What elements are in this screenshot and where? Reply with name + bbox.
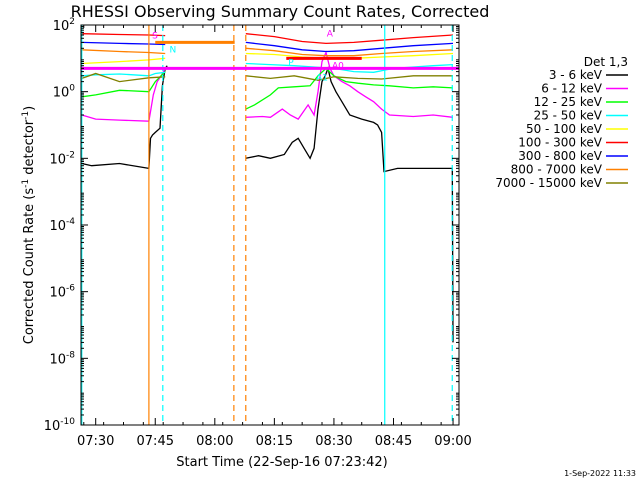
x-axis-ticks: 07:30 07:45 08:00 08:15 08:30 08:45 09:00: [77, 25, 472, 449]
series-line-300-800-kev: [81, 41, 454, 53]
legend-label-12-25-kev: 12 - 25 keV: [534, 95, 603, 109]
legend-label-7000-15000-kev: 7000 - 15000 keV: [495, 176, 602, 190]
x-tick-label-1: 07:45: [137, 434, 174, 449]
legend-label-100-300-kev: 100 - 300 keV: [518, 136, 602, 150]
series-line-100-300-kev: [81, 33, 454, 45]
vertical-marker-layer: [81, 25, 453, 425]
legend-label-800-7000-kev: 800 - 7000 keV: [511, 163, 603, 177]
series-line-12-25-kev: [81, 67, 454, 110]
series-line-3-6-kev: [81, 65, 454, 343]
y-tick-label-5: 10-8: [49, 350, 75, 367]
legend-label-25-50-kev: 25 - 50 keV: [534, 109, 603, 123]
legend-label-6-12-kev: 6 - 12 keV: [541, 82, 603, 96]
y-axis-label: Corrected Count Rate (s-1 detector-1): [21, 106, 37, 344]
legend-label-300-800-kev: 300 - 800 keV: [518, 149, 602, 163]
legend-label-50-100-kev: 50 - 100 keV: [526, 122, 603, 136]
y-axis-label-sup2: -1: [21, 111, 31, 120]
annotation-label-4: A0: [332, 61, 344, 71]
x-tick-label-2: 08:00: [196, 434, 233, 449]
annotation-label-0: N: [170, 45, 177, 55]
annotation-label-5: P: [288, 59, 294, 69]
y-axis-label-mid: detector: [22, 119, 37, 179]
x-tick-label-4: 08:30: [315, 434, 352, 449]
y-axis-label-main: Corrected Count Rate (s: [22, 188, 37, 345]
y-tick-label-1: 100: [53, 84, 76, 101]
annotation-layer: N S A A1 A0 P: [152, 30, 344, 84]
legend-label-3-6-kev: 3 - 6 keV: [549, 68, 603, 82]
plot-frame: [80, 24, 460, 426]
y-axis-label-end: ): [22, 106, 37, 111]
x-tick-label-3: 08:15: [256, 434, 293, 449]
x-tick-label-0: 07:30: [77, 434, 114, 449]
series-line-800-7000-kev: [81, 47, 454, 57]
annotation-label-3: A1: [316, 73, 328, 83]
chart-title: RHESSI Observing Summary Count Rates, Co…: [71, 2, 490, 21]
y-axis-ticks: 102 100 10-2 10-4 10-6 10-8 10-10: [44, 17, 459, 434]
x-axis-label: Start Time (22-Sep-16 07:23:42): [176, 455, 387, 470]
y-tick-label-0: 102: [53, 17, 75, 34]
y-tick-label-4: 10-6: [49, 284, 75, 301]
annotation-label-1: S: [152, 31, 158, 41]
series-layer: [81, 33, 454, 343]
y-tick-label-6: 10-10: [44, 417, 76, 434]
y-tick-label-2: 10-2: [49, 150, 75, 167]
y-tick-label-3: 10-4: [49, 217, 75, 234]
x-tick-label-6: 09:00: [434, 434, 471, 449]
series-line-7000-15000-kev: [81, 72, 453, 83]
series-line-50-100-kev: [81, 52, 454, 65]
legend-title: Det 1,3: [584, 55, 628, 69]
footer-timestamp: 1-Sep-2022 11:33: [564, 469, 636, 478]
annotation-label-2: A: [327, 30, 334, 40]
x-tick-label-5: 08:45: [375, 434, 412, 449]
y-axis-label-sup1: -1: [21, 179, 31, 188]
flag-line-layer: [81, 40, 459, 70]
